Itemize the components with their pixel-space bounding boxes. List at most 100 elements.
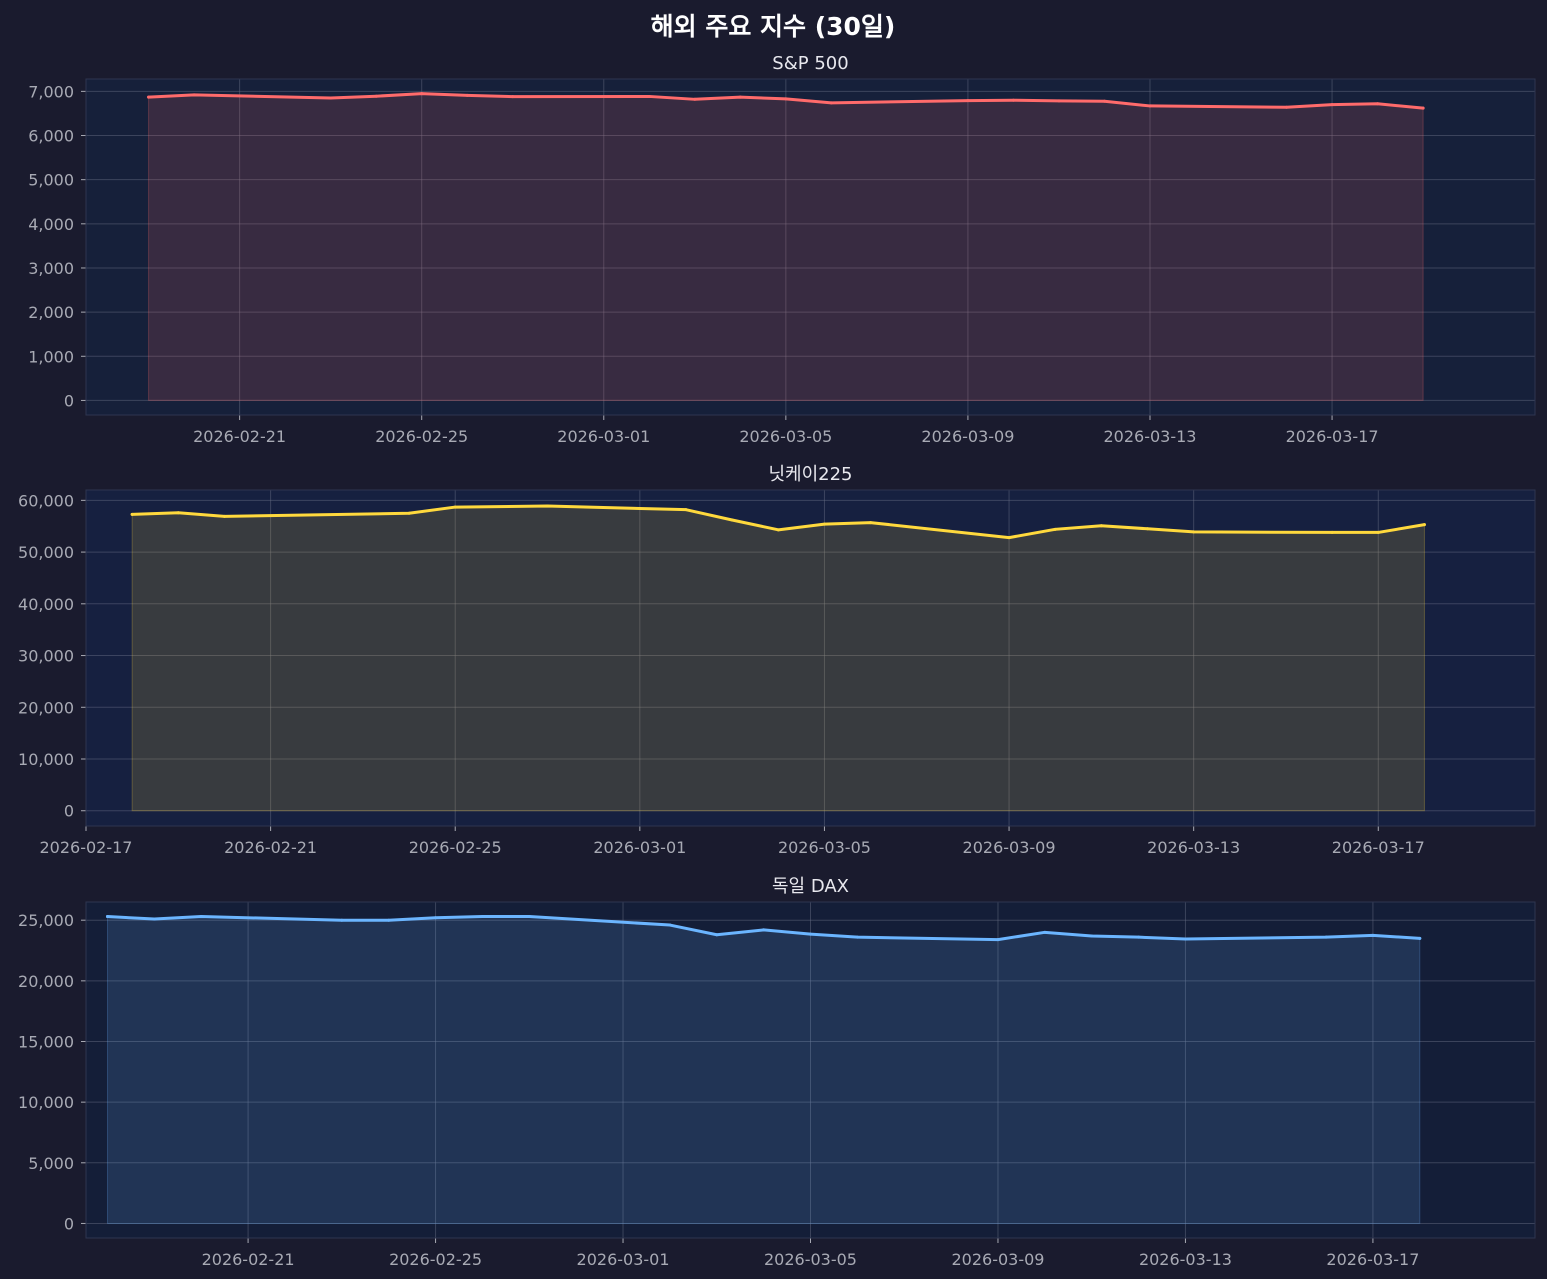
data-point [715, 933, 719, 937]
data-point [730, 518, 734, 522]
data-point [1330, 103, 1334, 107]
y-tick-label: 4,000 [28, 215, 74, 234]
data-point [192, 93, 196, 97]
data-point [693, 97, 697, 101]
data-point [152, 917, 156, 921]
data-point [176, 511, 180, 515]
x-tick-label: 2026-03-09 [963, 838, 1056, 857]
x-tick-label: 2026-03-01 [593, 838, 686, 857]
y-tick-label: 30,000 [18, 647, 74, 666]
data-point [762, 928, 766, 932]
y-tick-label: 3,000 [28, 259, 74, 278]
data-point [784, 97, 788, 101]
subplot-title: S&P 500 [772, 53, 848, 74]
data-point [1421, 106, 1425, 110]
data-point [668, 923, 672, 927]
data-point [480, 915, 484, 919]
x-tick-label: 2026-02-25 [389, 1250, 482, 1269]
x-tick-label: 2026-03-13 [1103, 427, 1196, 446]
data-point [105, 915, 109, 919]
x-tick-label: 2026-03-05 [764, 1250, 857, 1269]
y-tick-label: 0 [64, 802, 74, 821]
x-tick-label: 2026-02-17 [40, 838, 133, 857]
axes-background [86, 490, 1535, 826]
data-point [387, 918, 391, 922]
x-tick-label: 2026-02-21 [224, 838, 317, 857]
data-point [647, 94, 651, 98]
data-point [1011, 98, 1015, 102]
x-tick-label: 2026-02-25 [375, 427, 468, 446]
data-point [776, 528, 780, 532]
axes-frame [85, 78, 1536, 416]
data-point [869, 521, 873, 525]
data-point [1148, 104, 1152, 108]
y-tick-label: 25,000 [18, 911, 74, 930]
data-point [407, 511, 411, 515]
data-point [1376, 102, 1380, 106]
panel-nikkei225: 닛케이225 0 10,000 20,000 30,000 40,000 50,000 60,… [18, 464, 1536, 857]
data-point [374, 94, 378, 98]
data-point [996, 938, 1000, 942]
axes-frame [85, 489, 1536, 827]
data-point [1285, 105, 1289, 109]
y-tick-label: 40,000 [18, 595, 74, 614]
data-point [434, 916, 438, 920]
y-tick-label: 5,000 [28, 171, 74, 190]
y-tick-label: 6,000 [28, 127, 74, 146]
data-point [340, 918, 344, 922]
data-point [855, 935, 859, 939]
series-area-fill [148, 93, 1424, 401]
panel-dax: 독일 DAX 0 5,000 10,000 15,000 20,000 25,000 2026… [18, 876, 1536, 1269]
figure-title: 해외 주요 지수 (30일) [651, 12, 896, 41]
data-point [1324, 935, 1328, 939]
data-point [822, 522, 826, 526]
x-tick-label: 2026-03-09 [951, 1250, 1044, 1269]
y-tick-label: 50,000 [18, 543, 74, 562]
y-tick-label: 20,000 [18, 698, 74, 717]
data-point [1422, 523, 1426, 527]
y-tick-label: 60,000 [18, 491, 74, 510]
data-point [329, 96, 333, 100]
axes-background [86, 79, 1535, 415]
data-point [1057, 99, 1061, 103]
data-point [738, 95, 742, 99]
subplot-title: 독일 DAX [772, 876, 849, 897]
x-tick-label: 2026-03-01 [577, 1250, 670, 1269]
data-point [1137, 935, 1141, 939]
x-tick-label: 2026-03-17 [1286, 427, 1379, 446]
data-point [829, 101, 833, 105]
y-tick-label: 10,000 [18, 1093, 74, 1112]
y-tick-label: 15,000 [18, 1032, 74, 1051]
data-point [966, 99, 970, 103]
data-point [147, 95, 151, 99]
x-tick-label: 2026-02-25 [409, 838, 502, 857]
x-tick-label: 2026-02-21 [202, 1250, 295, 1269]
data-point [1090, 934, 1094, 938]
x-tick-label: 2026-03-13 [1147, 838, 1240, 857]
data-point [1007, 536, 1011, 540]
data-point [465, 93, 469, 97]
data-point [420, 92, 424, 96]
data-point [130, 512, 134, 516]
data-point [1102, 99, 1106, 103]
x-tick-label: 2026-03-09 [921, 427, 1014, 446]
y-tick-label: 0 [64, 1214, 74, 1233]
data-point [527, 915, 531, 919]
y-tick-label: 1,000 [28, 347, 74, 366]
data-point [1192, 530, 1196, 534]
panel-sp500: S&P 500 0 1,000 2,000 3,000 4,000 5,000 6,000 7,… [28, 53, 1536, 446]
series-area-fill [106, 916, 1421, 1224]
x-tick-label: 2026-03-01 [557, 427, 650, 446]
data-point [1183, 937, 1187, 941]
subplot-title: 닛케이225 [768, 464, 852, 485]
series-area-fill [131, 505, 1425, 812]
data-point [1371, 933, 1375, 937]
x-tick-label: 2026-02-21 [193, 427, 286, 446]
x-tick-label: 2026-03-05 [739, 427, 832, 446]
y-tick-label: 10,000 [18, 750, 74, 769]
data-point [1376, 530, 1380, 534]
data-point [1099, 524, 1103, 528]
y-tick-label: 0 [64, 391, 74, 410]
